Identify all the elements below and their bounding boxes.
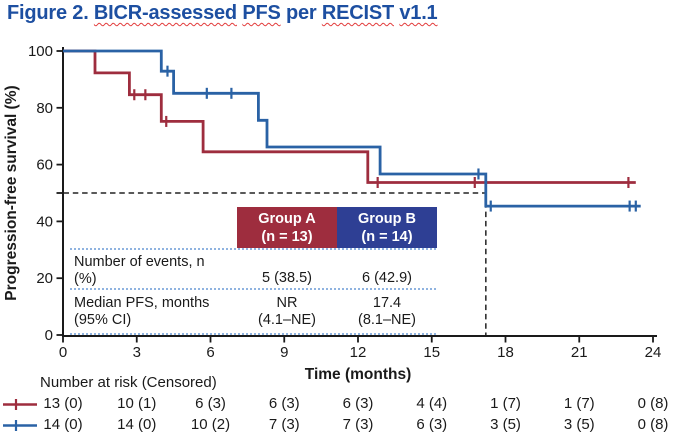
y-tick-label: 100: [28, 43, 53, 60]
median-value-group-b-line1: 17.4: [372, 295, 402, 311]
risk-count: 3 (5): [490, 416, 521, 433]
risk-count: 13 (0): [43, 395, 83, 412]
km-curve-group-b: [63, 49, 641, 208]
risk-marker-icon: [3, 399, 37, 410]
risk-count: 10 (2): [190, 416, 231, 433]
risk-count: 7 (3): [342, 416, 374, 433]
title-word-flagged: PFS: [242, 2, 281, 24]
title-word-flagged: BICR-assessed: [93, 2, 237, 24]
median-value-group-a-line1: NR: [276, 295, 298, 311]
x-tick-label: 3: [133, 344, 141, 361]
title-text: Figure 2.: [7, 2, 94, 24]
x-tick-label: 18: [497, 344, 514, 361]
risk-count: 6 (3): [195, 395, 226, 412]
x-tick-label: 24: [645, 344, 662, 361]
risk-count: 10 (1): [117, 395, 157, 412]
risk-row-group-a: 13 (0) 10 (1) 6 (3) 6 (3) 6 (3) 4 (4) 1 (7) 1 (…: [0, 395, 679, 413]
median-row-label-line2: (95% CI): [74, 311, 132, 328]
x-tick-label: 21: [571, 344, 588, 361]
dotted-separator: [70, 333, 436, 335]
median-value-group-b: 17.4 (8.1–NE): [337, 295, 437, 328]
risk-count: 1 (7): [563, 395, 595, 412]
median-row-label: Median PFS, months (95% CI): [74, 295, 209, 328]
risk-count: 6 (3): [416, 416, 448, 433]
median-value-group-a: NR (4.1–NE): [237, 295, 337, 328]
y-tick-label: 0: [45, 327, 53, 344]
group-b-n-label: (n = 14): [361, 229, 413, 245]
risk-count: 14 (0): [43, 416, 83, 433]
risk-count: 7 (3): [268, 416, 300, 433]
dotted-separator: [70, 248, 436, 250]
group-b-name: Group B: [358, 211, 416, 227]
risk-table-header: Number at risk (Censored): [40, 374, 217, 391]
events-row-label-line1: Number of events, n: [74, 254, 205, 270]
risk-count: 14 (0): [117, 416, 157, 433]
summary-header-group-b: Group B (n = 14): [337, 207, 437, 248]
events-value-group-b: 6 (42.9): [362, 270, 412, 286]
events-row-label: Number of events, n (%): [74, 254, 205, 287]
x-axis-title: Time (months): [304, 366, 412, 383]
dotted-separator: [70, 288, 436, 290]
risk-count: 4 (4): [416, 395, 448, 412]
x-tick-label: 12: [350, 344, 367, 361]
y-tick-label: 20: [36, 270, 53, 287]
km-curve-group-a: [63, 49, 636, 184]
median-value-group-a-line2: (4.1–NE): [257, 311, 317, 328]
x-tick-label: 15: [423, 344, 440, 361]
risk-count: 0 (8): [637, 395, 669, 412]
x-tick-label: 6: [206, 344, 214, 361]
group-a-n-label: (n = 13): [261, 229, 313, 245]
risk-count: 6 (3): [268, 395, 300, 412]
title-word-flagged: RECIST: [321, 2, 394, 24]
summary-header-group-a: Group A (n = 13): [237, 207, 337, 248]
summary-table: Group A (n = 13) Group B (n = 14) Number…: [70, 207, 437, 335]
title-word-flagged: v1.1: [399, 2, 438, 24]
x-tick-label: 9: [280, 344, 288, 361]
title-text: per: [280, 2, 322, 24]
median-value-group-b-line2: (8.1–NE): [357, 311, 417, 328]
risk-count: 1 (7): [490, 395, 521, 412]
median-row-label-line1: Median PFS, months: [74, 295, 210, 311]
risk-marker-icon: [3, 420, 37, 431]
risk-count: 3 (5): [563, 416, 595, 433]
y-tick-label: 60: [36, 157, 53, 174]
x-tick-label: 0: [59, 344, 67, 361]
events-value-group-a: 5 (38.5): [262, 270, 312, 286]
y-tick-label: 80: [36, 100, 53, 117]
figure-title: Figure 2. BICR-assessed PFS per RECIST v…: [7, 2, 438, 25]
group-a-name: Group A: [258, 211, 316, 227]
risk-count: 0 (8): [637, 416, 669, 433]
risk-count: 6 (3): [342, 395, 374, 412]
y-tick-label: 40: [36, 213, 53, 230]
events-row-label-line2: (%): [74, 270, 97, 287]
risk-row-group-b: 14 (0) 14 (0) 10 (2) 7 (3) 7 (3) 6 (3) 3 (5) 3 …: [0, 416, 679, 434]
